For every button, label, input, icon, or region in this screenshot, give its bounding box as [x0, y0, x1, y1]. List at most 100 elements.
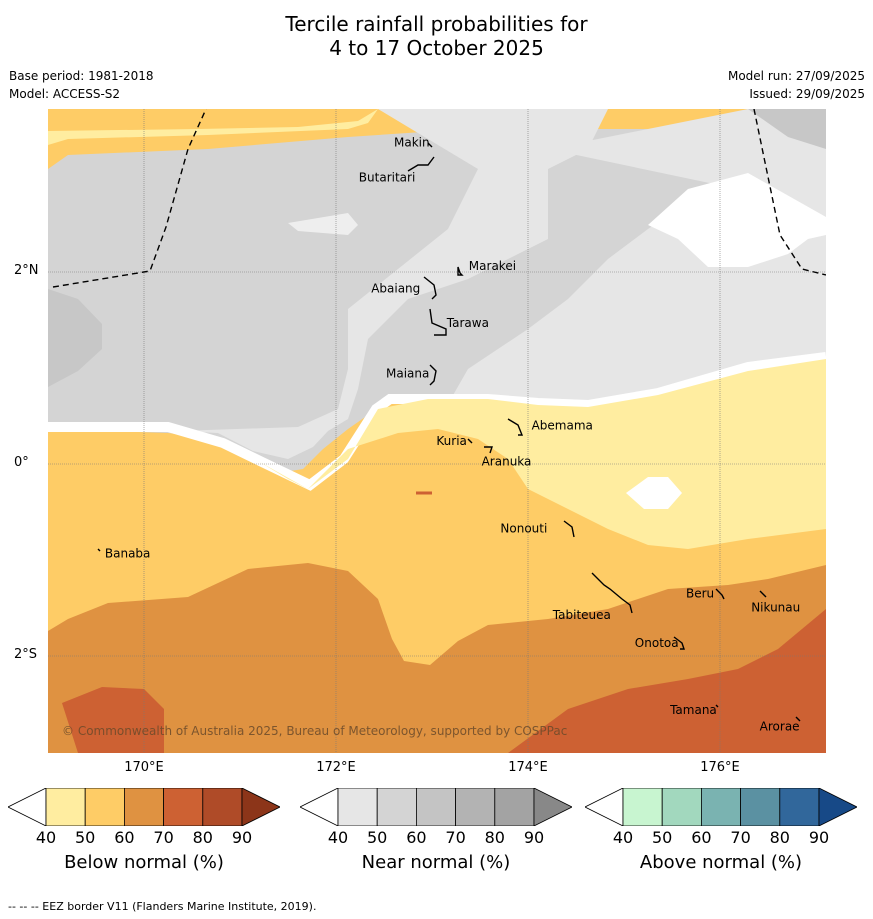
eez-border-east — [753, 109, 826, 276]
island-banaba — [97, 548, 101, 552]
place-label-arorae: Arorae — [760, 719, 800, 733]
island-maiana — [429, 364, 437, 386]
issued-date: Issued: 29/09/2025 — [749, 87, 865, 101]
meta-right: Model run: 27/09/2025 Issued: 29/09/2025 — [728, 67, 865, 103]
colorbar-0-segment-2 — [124, 788, 165, 826]
place-label-kuria: Kuria — [436, 434, 467, 448]
island-abaiang — [423, 276, 437, 300]
island-onotoa — [673, 636, 685, 650]
colorbar-0-segment-1 — [84, 788, 125, 826]
colorbar-1-segment-2 — [416, 788, 457, 826]
colorbar-1-tick: 70 — [445, 828, 466, 847]
colorbar-2 — [585, 788, 857, 826]
colorbar-1-high-extend — [533, 788, 572, 826]
colorbar-2-segment-4 — [779, 788, 820, 826]
colorbar-2-segment-1 — [661, 788, 702, 826]
region-near-white-patch-2 — [648, 173, 826, 267]
colorbar-1-segment-4 — [494, 788, 535, 826]
colorbar-1-tick: 50 — [367, 828, 388, 847]
colorbar-1-segment-0 — [337, 788, 378, 826]
island-nikunau — [759, 590, 767, 598]
place-label-butaritari: Butaritari — [359, 170, 416, 184]
region-below-white-patch — [626, 477, 682, 509]
lon-tick-label: 170°E — [124, 760, 164, 775]
lat-tick-label: 2°S — [14, 647, 38, 662]
place-label-aranuka: Aranuka — [482, 455, 532, 469]
colorbar-0-tick: 40 — [35, 828, 57, 847]
colorbar-0-tick: 80 — [192, 828, 213, 847]
colorbar-1-tick: 60 — [406, 828, 427, 847]
copyright-notice: © Commonwealth of Australia 2025, Bureau… — [62, 724, 567, 738]
place-label-tamana: Tamana — [669, 703, 717, 717]
place-label-makin: Makin — [394, 135, 430, 149]
colorbar-0-high-extend — [241, 788, 280, 826]
base-period: Base period: 1981-2018 — [9, 69, 154, 83]
place-label-abemama: Abemama — [532, 419, 593, 433]
region-near-bottom-strip — [298, 745, 392, 753]
meta-left: Base period: 1981-2018 Model: ACCESS-S2 — [9, 67, 154, 103]
place-labels: Makin Butaritari Marakei Abaiang Tarawa Maian… — [105, 135, 800, 733]
white-gap-south — [48, 352, 826, 491]
colorbar-1-tick: 90 — [523, 828, 545, 847]
place-label-tabiteuea: Tabiteuea — [552, 608, 611, 622]
island-outlines — [97, 142, 801, 722]
colorbar-1-segment-1 — [376, 788, 417, 826]
place-label-tarawa: Tarawa — [446, 316, 489, 330]
region-below-top-band — [48, 109, 378, 131]
region-near-40-50 — [178, 109, 826, 459]
title-line-2: 4 to 17 October 2025 — [329, 36, 544, 60]
island-aranuka — [484, 446, 493, 454]
island-beru — [715, 588, 725, 600]
region-near-white-patch-1 — [288, 213, 358, 235]
colorbar-2-low-extend — [585, 788, 624, 826]
place-label-beru: Beru — [686, 587, 714, 601]
colorbar-2-tick: 40 — [612, 828, 634, 847]
colorbar-0-tick: 70 — [153, 828, 174, 847]
colorbar-2-high-extend — [818, 788, 857, 826]
island-butaritari — [407, 156, 435, 172]
region-below-40-50 — [48, 109, 826, 549]
island-tarawa — [429, 308, 447, 336]
colorbar-0-segment-3 — [163, 788, 204, 826]
colorbar-0-title: Below normal (%) — [64, 852, 224, 873]
colorbar-2-tick: 70 — [730, 828, 751, 847]
colorbar-0-tick: 60 — [114, 828, 135, 847]
colorbar-0-tick: 50 — [75, 828, 96, 847]
lat-tick-label: 2°N — [14, 263, 39, 278]
lon-tick-label: 174°E — [508, 760, 548, 775]
colorbar-0-tick: 90 — [231, 828, 253, 847]
island-nonouti — [563, 520, 575, 538]
eez-footnote: -- -- -- EEZ border V11 (Flanders Marine… — [8, 900, 317, 913]
model-name: Model: ACCESS-S2 — [9, 87, 121, 101]
colorbar-0-segment-4 — [202, 788, 243, 826]
colorbar-1-tick: 40 — [327, 828, 349, 847]
colorbar-2-tick: 60 — [691, 828, 712, 847]
colorbar-1-title: Near normal (%) — [361, 852, 511, 873]
island-abemama — [507, 418, 524, 436]
island-tabiteuea — [591, 572, 633, 614]
lon-tick-label: 176°E — [700, 760, 740, 775]
island-arorae — [795, 716, 801, 722]
place-label-nonouti: Nonouti — [500, 521, 547, 535]
island-marakei — [457, 266, 464, 276]
colorbar-0-segment-0 — [45, 788, 86, 826]
colorbar-2-segment-3 — [740, 788, 781, 826]
place-label-marakei: Marakei — [469, 259, 516, 273]
colorbar-1-low-extend — [300, 788, 339, 826]
island-kuria — [467, 438, 473, 444]
probability-map: Makin Butaritari Marakei Abaiang Tarawa Maian… — [48, 109, 826, 753]
colorbar-0 — [8, 788, 280, 826]
place-label-nikunau: Nikunau — [751, 601, 800, 615]
colorbar-2-title: Above normal (%) — [639, 852, 803, 873]
colorbar-2-tick: 50 — [652, 828, 673, 847]
colorbar-1 — [300, 788, 572, 826]
map-title: Tercile rainfall probabilities for 4 to … — [0, 12, 873, 60]
place-label-banaba: Banaba — [105, 547, 151, 561]
place-label-maiana: Maiana — [386, 367, 429, 381]
title-line-1: Tercile rainfall probabilities for — [285, 12, 588, 36]
island-tamana — [715, 704, 719, 708]
island-makin — [427, 142, 433, 148]
colorbar-2-segment-0 — [622, 788, 663, 826]
place-label-abaiang: Abaiang — [371, 281, 420, 295]
colorbar-0-low-extend — [8, 788, 47, 826]
